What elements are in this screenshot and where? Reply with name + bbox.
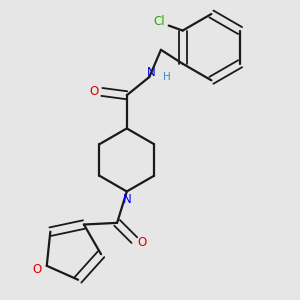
Text: N: N [147,66,155,79]
Text: N: N [122,193,131,206]
Text: O: O [137,236,146,249]
Text: Cl: Cl [154,15,165,28]
Text: O: O [89,85,98,98]
Text: O: O [33,263,42,276]
Text: H: H [163,72,170,82]
